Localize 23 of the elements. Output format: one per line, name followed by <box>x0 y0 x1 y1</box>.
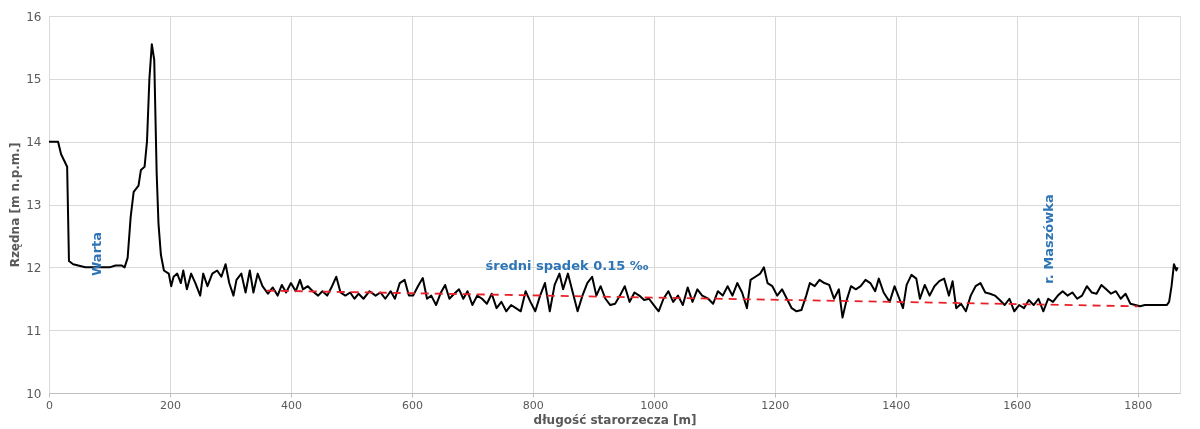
x-axis-title: długość starorzecza [m] <box>533 412 697 427</box>
x-tick-label: 1400 <box>882 398 911 412</box>
y-tick-label: 11 <box>26 323 42 338</box>
y-tick-label: 13 <box>26 198 42 212</box>
annotation: Warta <box>89 231 104 277</box>
x-tick-label: 1800 <box>1124 398 1153 412</box>
x-tick-label: 600 <box>401 398 423 412</box>
x-tick-label: 1200 <box>761 398 790 412</box>
y-tick-label: 15 <box>26 72 42 87</box>
y-tick-label: 14 <box>26 135 42 150</box>
y-tick-label: 10 <box>26 386 42 401</box>
y-axis-title: Rzędna [m n.p.m.] <box>8 142 23 268</box>
line-series <box>48 43 1179 319</box>
annotation: r. Maszówka <box>1041 194 1056 284</box>
x-tick-label: 1600 <box>1003 398 1032 412</box>
x-tick-label: 400 <box>280 398 302 412</box>
y-tick-label: 16 <box>26 9 42 24</box>
y-tick-label: 12 <box>26 260 42 275</box>
x-tick-label: 800 <box>522 398 544 412</box>
x-tick-label: 0 <box>46 398 53 412</box>
x-tick-label: 200 <box>159 398 181 412</box>
x-tick-label: 1000 <box>640 398 669 412</box>
annotation: średni spadek 0.15 ‰ <box>485 258 649 273</box>
